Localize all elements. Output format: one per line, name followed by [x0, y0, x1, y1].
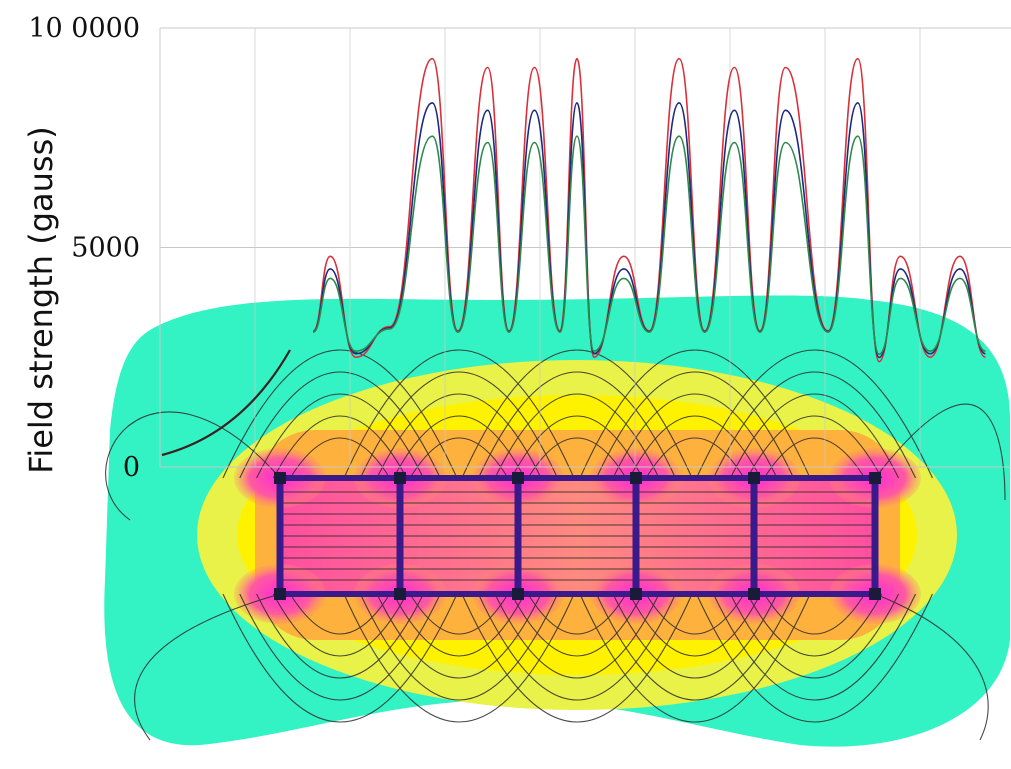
field-line: [612, 593, 778, 679]
field-line: [645, 593, 745, 635]
field-line: [527, 593, 627, 635]
field-line: [376, 393, 542, 479]
field-line: [477, 593, 677, 701]
field-line: [746, 415, 883, 479]
field-line: [494, 593, 660, 679]
field-line: [409, 593, 509, 635]
field-line: [359, 371, 559, 479]
y-tick-label: 10 0000: [28, 13, 140, 44]
y-tick-labels: 0 5000 10 0000: [28, 13, 140, 483]
field-line: [629, 593, 761, 657]
field-line: [461, 349, 693, 479]
field-line: [105, 411, 281, 521]
field-line: [393, 593, 525, 657]
series-layer: [161, 57, 986, 457]
field-line: [134, 593, 281, 741]
y-tick-label: 0: [123, 452, 140, 483]
y-axis-label: Field strength (gauss): [22, 126, 60, 474]
field-line: [511, 415, 643, 479]
magnet-joint: [394, 472, 406, 484]
field-line: [696, 349, 933, 479]
magnet-joint: [512, 472, 524, 484]
magnet-joint: [748, 588, 760, 600]
field-line: [511, 593, 643, 657]
field-line: [763, 437, 866, 479]
heatmap-hot-spots: [234, 448, 921, 624]
field-line: [289, 437, 391, 479]
field-line: [461, 593, 693, 723]
field-line: [376, 593, 542, 679]
field-line: [239, 371, 441, 479]
magnet-joint: [748, 472, 760, 484]
field-line: [272, 593, 408, 657]
field-line: [595, 593, 795, 701]
field-line: [393, 415, 525, 479]
field-line: [696, 593, 933, 723]
field-line: [579, 593, 811, 723]
field-line: [763, 593, 866, 635]
field-line: [343, 349, 575, 479]
magnet-joint: [869, 588, 881, 600]
series-line-dark: [161, 349, 291, 457]
field-line: [874, 403, 1006, 501]
field-line: [477, 371, 677, 479]
magnet-joint: [394, 588, 406, 600]
magnet-joint: [630, 472, 642, 484]
field-line: [645, 437, 745, 479]
field-line: [729, 593, 900, 679]
magnet-frame: [276, 475, 880, 597]
field-line: [409, 437, 509, 479]
field-line: [272, 415, 408, 479]
magnet-joint: [869, 472, 881, 484]
field-line: [712, 593, 917, 701]
field-line: [343, 593, 575, 723]
field-line: [222, 593, 458, 723]
magnet-joint: [512, 588, 524, 600]
field-line: [579, 349, 811, 479]
field-line: [359, 593, 559, 701]
magnet-joint: [630, 588, 642, 600]
magnet-joint: [274, 588, 286, 600]
field-line: [494, 393, 660, 479]
field-line: [239, 593, 441, 701]
field-line: [874, 593, 989, 741]
field-line: [527, 437, 627, 479]
field-line: [256, 393, 424, 479]
series-line-green: [312, 135, 986, 356]
magnet-posts: [274, 472, 881, 600]
field-line: [712, 371, 917, 479]
field-line: [746, 593, 883, 657]
field-line: [612, 393, 778, 479]
y-tick-label: 5000: [71, 233, 140, 264]
magnet-joint: [274, 472, 286, 484]
field-line: [289, 593, 391, 635]
field-line: [629, 415, 761, 479]
field-line: [256, 593, 424, 679]
field-line: [595, 371, 795, 479]
field-line: [729, 393, 900, 479]
